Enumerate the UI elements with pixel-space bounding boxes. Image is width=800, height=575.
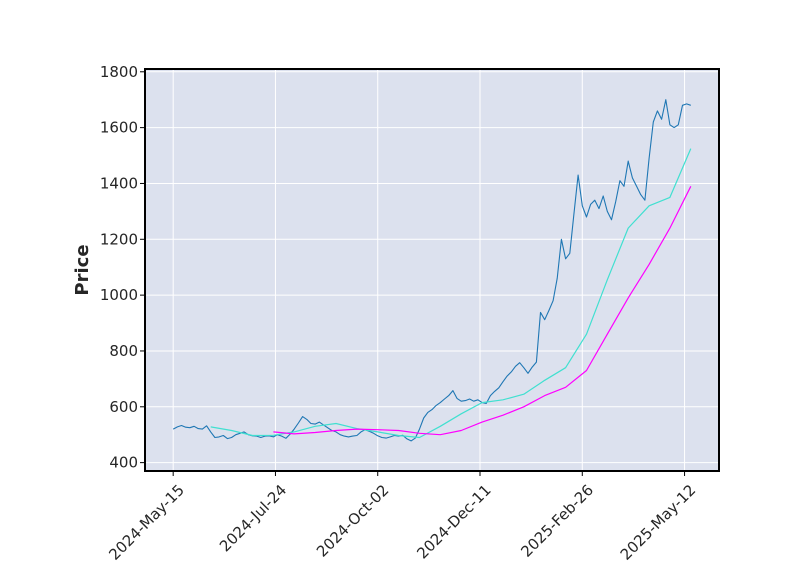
x-tick-label: 2024-Jul-24	[216, 481, 290, 555]
y-tick-label: 800	[109, 342, 138, 360]
series-line-ma-slow	[273, 186, 692, 436]
y-axis: 400 600 800 1000 1200 1400 1600 1800	[100, 63, 145, 472]
x-tick-label: 2024-Dec-11	[413, 481, 494, 562]
plot-frame	[144, 68, 720, 472]
x-tick-label: 2025-Feb-26	[517, 481, 597, 561]
y-tick-label: 1200	[100, 230, 138, 248]
plot-background	[145, 69, 719, 471]
y-tick-label: 1400	[100, 174, 138, 192]
series-line-price	[172, 99, 691, 442]
y-tick-label: 1800	[100, 63, 138, 81]
y-tick-label: 1600	[100, 119, 138, 137]
y-tick-label: 600	[109, 398, 138, 416]
x-tick-label: 2024-Oct-02	[313, 481, 393, 561]
x-axis: 2024-May-15 2024-Jul-24 2024-Oct-02 2024-De…	[105, 471, 699, 564]
x-tick-label: 2024-May-15	[105, 481, 188, 564]
series-line-ma-fast	[210, 148, 692, 439]
grid-lines	[145, 69, 719, 471]
x-tick-label: 2025-May-12	[617, 481, 700, 564]
y-axis-label: Price	[72, 244, 93, 295]
y-tick-label: 1000	[100, 286, 138, 304]
series-lines	[172, 99, 692, 442]
y-tick-label: 400	[109, 454, 138, 472]
